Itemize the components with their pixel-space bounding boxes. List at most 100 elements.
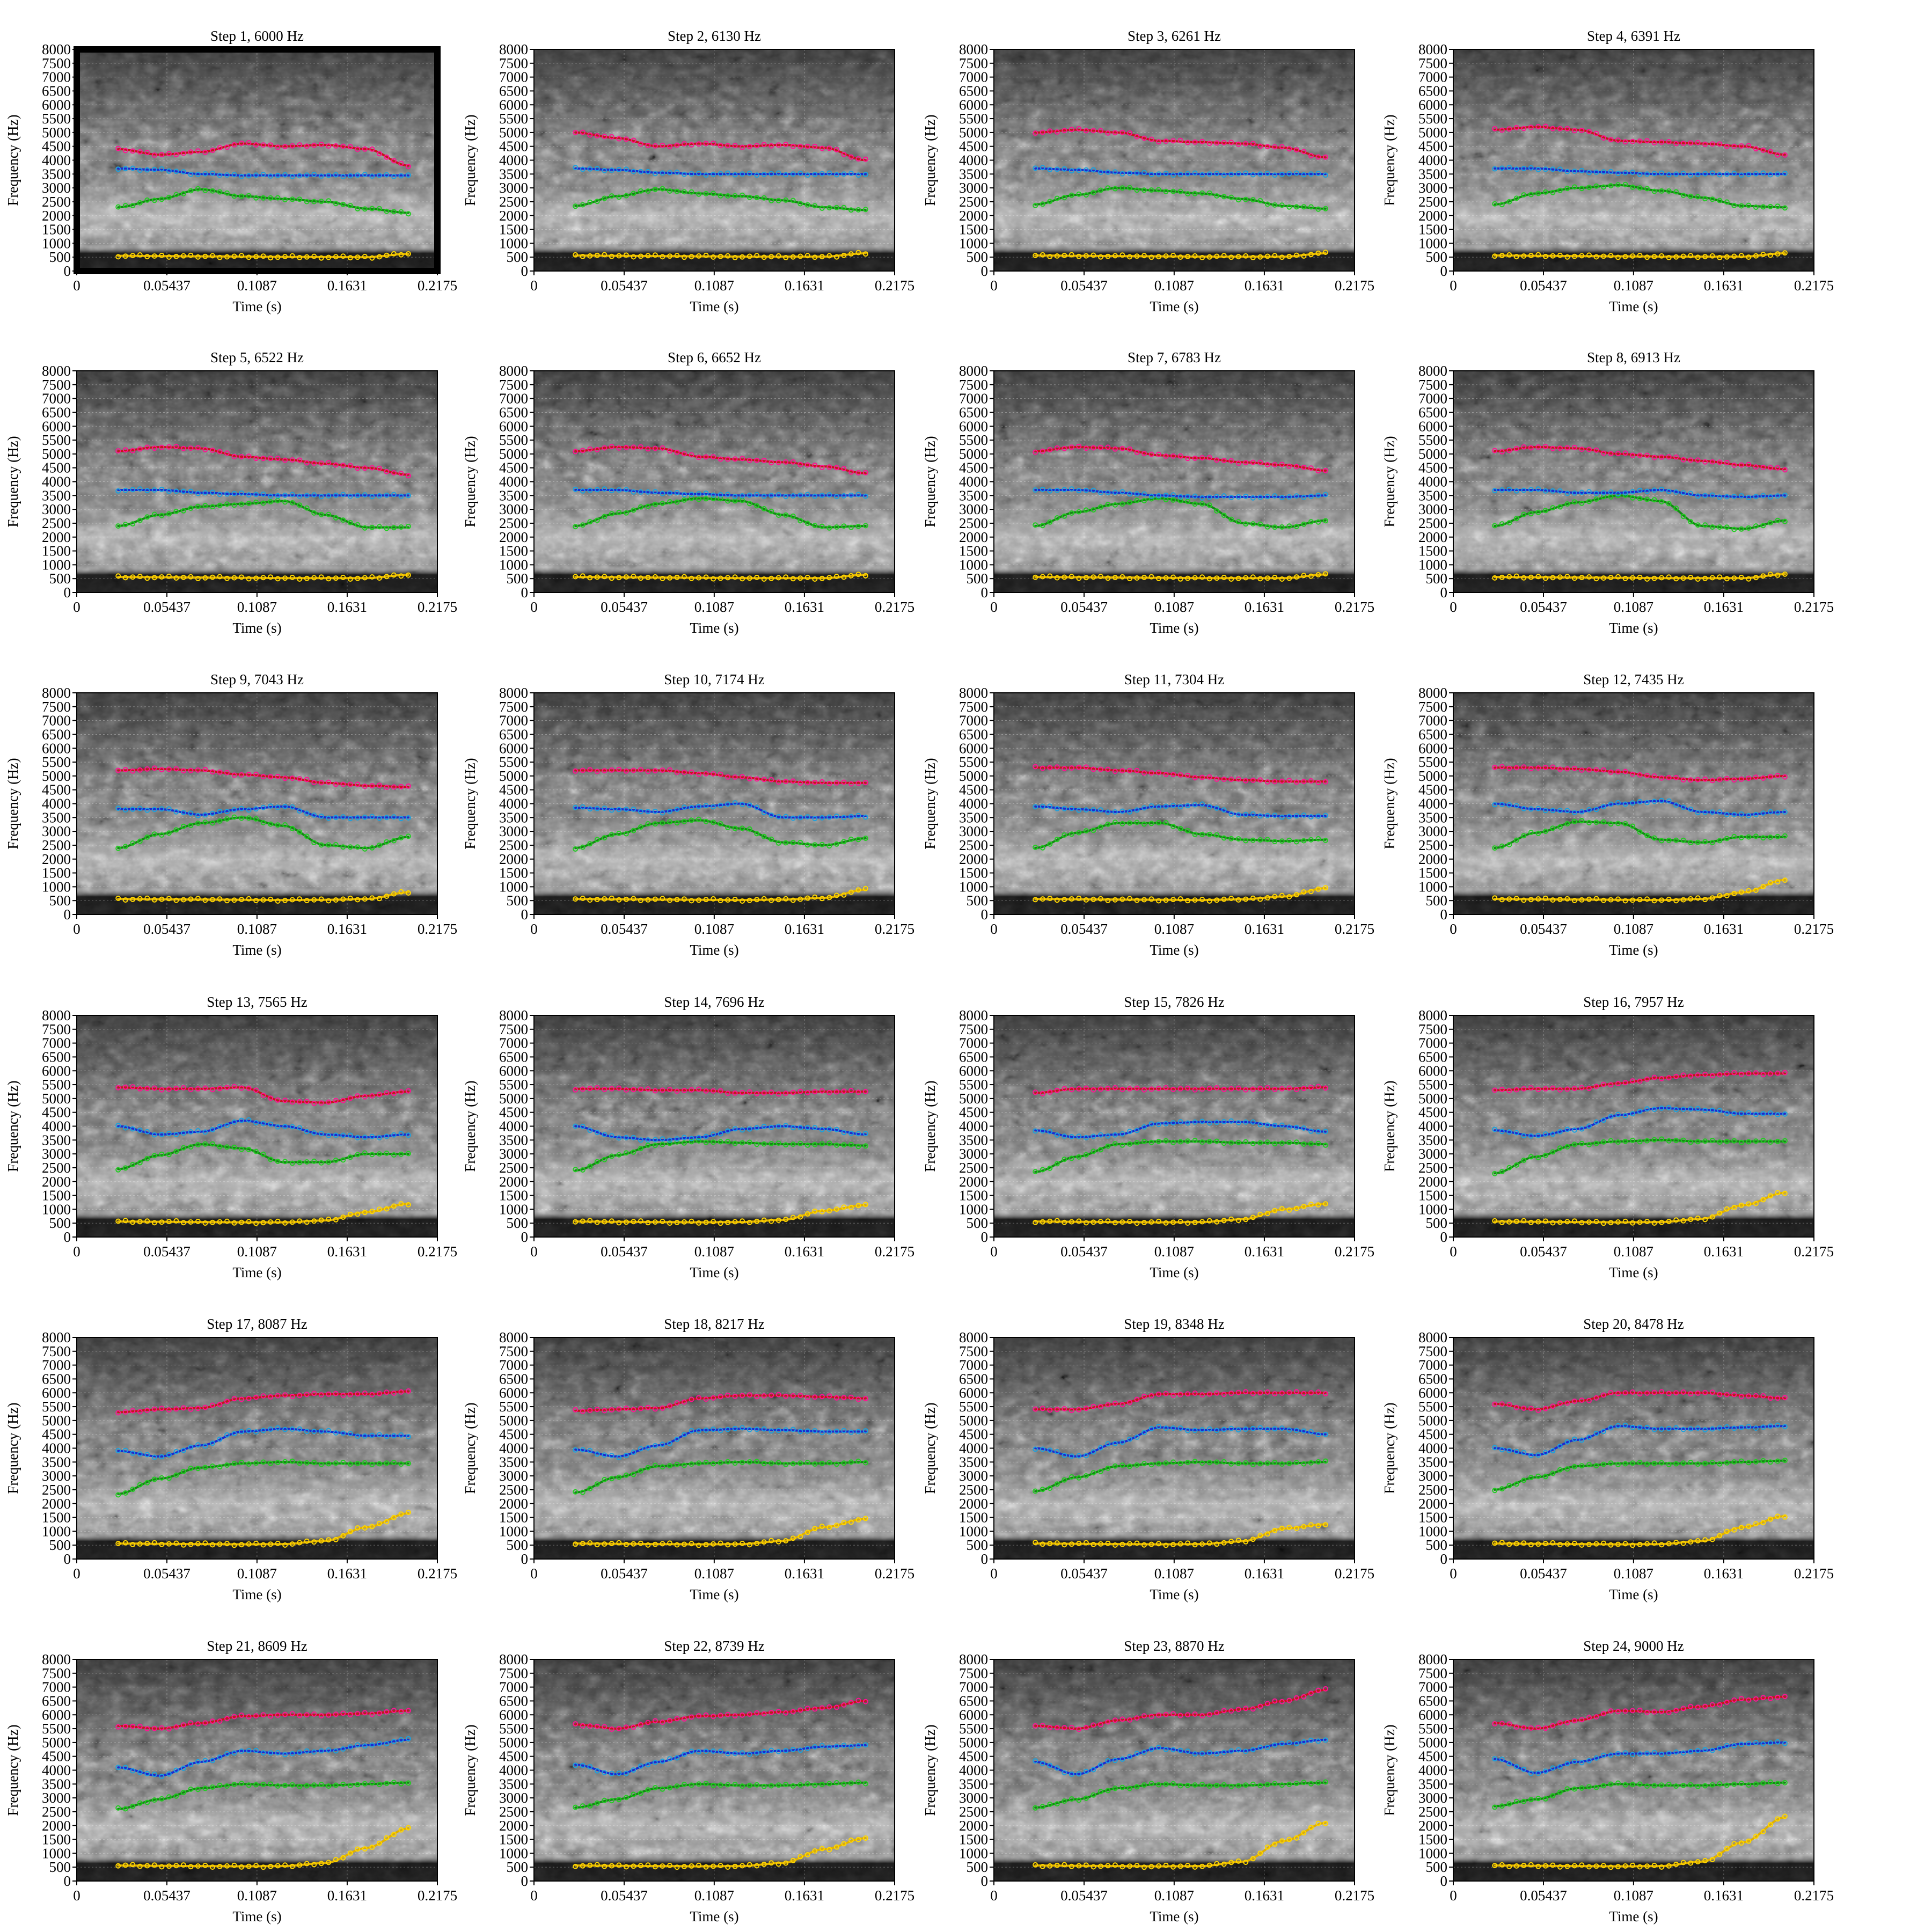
formant-point xyxy=(609,511,614,517)
formant-point xyxy=(275,1124,281,1130)
formant-point xyxy=(202,1758,208,1763)
spectrogram-panel[interactable]: 0500100015002000250030003500400045005000… xyxy=(1381,671,1834,958)
formant-point xyxy=(231,1220,237,1226)
spectrogram-panel[interactable]: 0500100015002000250030003500400045005000… xyxy=(5,1638,457,1924)
formant-point xyxy=(711,171,716,177)
formant-point xyxy=(1593,169,1599,175)
y-tick-label: 6000 xyxy=(959,1063,988,1079)
formant-point xyxy=(180,1722,186,1728)
spectrogram-panel[interactable]: 0500100015002000250030003500400045005000… xyxy=(1381,349,1834,636)
formant-point xyxy=(1702,522,1708,528)
formant-point xyxy=(217,502,223,508)
y-tick-label: 6500 xyxy=(42,83,71,99)
formant-point xyxy=(1521,575,1527,581)
formant-point xyxy=(1746,495,1752,500)
formant-point xyxy=(122,166,128,172)
spectrogram-panel[interactable]: 0500100015002000250030003500400045005000… xyxy=(5,1316,457,1602)
formant-point xyxy=(1192,455,1198,461)
formant-point xyxy=(1702,1138,1708,1144)
formant-point xyxy=(732,774,738,780)
formant-point xyxy=(1177,772,1183,778)
formant-point xyxy=(1738,1202,1744,1208)
formant-point xyxy=(311,1711,317,1717)
formant-point xyxy=(804,143,810,149)
spectrogram-panel[interactable]: 0500100015002000250030003500400045005000… xyxy=(462,994,914,1280)
formant-point xyxy=(1499,165,1505,171)
x-tick-label: 0.1631 xyxy=(327,277,367,294)
formant-point xyxy=(833,524,839,530)
formant-point xyxy=(217,1402,223,1408)
formant-point xyxy=(1257,1122,1263,1128)
x-axis-label: Time (s) xyxy=(232,620,281,636)
formant-point xyxy=(398,173,404,179)
spectrogram-panel[interactable]: 0500100015002000250030003500400045005000… xyxy=(1381,28,1834,314)
y-tick-label: 5000 xyxy=(959,446,988,462)
formant-point xyxy=(1286,1389,1292,1395)
spectrogram-panel[interactable]: 0500100015002000250030003500400045005000… xyxy=(1381,994,1834,1280)
formant-point xyxy=(1492,1087,1498,1093)
spectrogram-panel[interactable]: 0500100015002000250030003500400045005000… xyxy=(1381,1316,1834,1602)
y-tick-label: 1000 xyxy=(499,557,528,573)
formant-point xyxy=(1695,1106,1701,1111)
spectrogram-panel[interactable]: 0500100015002000250030003500400045005000… xyxy=(922,1316,1374,1602)
formant-point xyxy=(1673,1107,1679,1113)
formant-point xyxy=(594,769,600,774)
formant-point xyxy=(1615,1391,1621,1396)
formant-point xyxy=(1206,576,1212,582)
y-tick-label: 4500 xyxy=(42,1426,71,1443)
x-axis-label: Time (s) xyxy=(1150,1586,1198,1602)
formant-point xyxy=(333,1158,339,1163)
formant-point xyxy=(166,1131,172,1137)
spectrogram-panel[interactable]: 0500100015002000250030003500400045005000… xyxy=(462,28,914,314)
y-tick-label: 7000 xyxy=(499,1035,528,1051)
formant-point xyxy=(260,1121,266,1126)
formant-point xyxy=(1199,831,1205,837)
formant-point xyxy=(268,1157,274,1162)
spectrogram-panel[interactable]: 0500100015002000250030003500400045005000… xyxy=(462,671,914,958)
formant-point xyxy=(275,576,281,582)
spectrogram-panel[interactable]: 0500100015002000250030003500400045005000… xyxy=(462,349,914,636)
formant-point xyxy=(231,1714,237,1719)
formant-point xyxy=(253,456,259,462)
formant-point xyxy=(797,815,803,821)
formant-point xyxy=(1760,573,1766,579)
y-tick-label: 2000 xyxy=(499,529,528,545)
x-tick-label: 0 xyxy=(530,1243,538,1260)
formant-point xyxy=(318,574,324,580)
spectrogram-panel[interactable]: 0500100015002000250030003500400045005000… xyxy=(5,994,457,1280)
formant-point xyxy=(1293,1525,1299,1531)
spectrogram-panel[interactable]: 0500100015002000250030003500400045005000… xyxy=(922,994,1374,1280)
formant-point xyxy=(862,1428,868,1434)
formant-point xyxy=(1630,897,1636,903)
formant-point xyxy=(1760,1197,1766,1203)
spectrogram-panel[interactable]: 0500100015002000250030003500400045005000… xyxy=(5,349,457,636)
formant-point xyxy=(1709,459,1715,465)
spectrogram-panel[interactable]: 0500100015002000250030003500400045005000… xyxy=(922,349,1374,636)
formant-point xyxy=(311,172,317,177)
formant-point xyxy=(1557,1219,1563,1225)
spectrogram-panel[interactable]: 0500100015002000250030003500400045005000… xyxy=(922,671,1374,958)
formant-point xyxy=(188,1720,194,1726)
x-tick-label: 0.05437 xyxy=(1060,277,1108,294)
spectrogram-panel[interactable]: 0500100015002000250030003500400045005000… xyxy=(462,1316,914,1602)
formant-point xyxy=(1492,1126,1498,1132)
formant-point xyxy=(180,1145,186,1151)
formant-point xyxy=(1688,491,1694,496)
formant-point xyxy=(725,498,731,504)
spectrogram-panel[interactable]: 0500100015002000250030003500400045005000… xyxy=(922,28,1374,314)
formant-point xyxy=(609,895,614,901)
formant-point xyxy=(326,1216,332,1222)
formant-point xyxy=(369,173,375,179)
spectrogram-panel[interactable]: 0500100015002000250030003500400045005000… xyxy=(5,671,457,958)
formant-point xyxy=(1738,253,1744,259)
formant-point xyxy=(1097,896,1103,902)
formant-point xyxy=(1062,1477,1067,1483)
formant-point xyxy=(1156,1138,1161,1144)
formant-point xyxy=(347,1711,353,1717)
formant-point xyxy=(1322,1391,1328,1397)
formant-point xyxy=(1293,204,1299,210)
formant-point xyxy=(1177,453,1183,459)
y-tick-label: 7500 xyxy=(959,1343,988,1359)
formant-point xyxy=(268,1219,274,1225)
spectrogram-panel[interactable]: 0500100015002000250030003500400045005000… xyxy=(5,28,457,314)
